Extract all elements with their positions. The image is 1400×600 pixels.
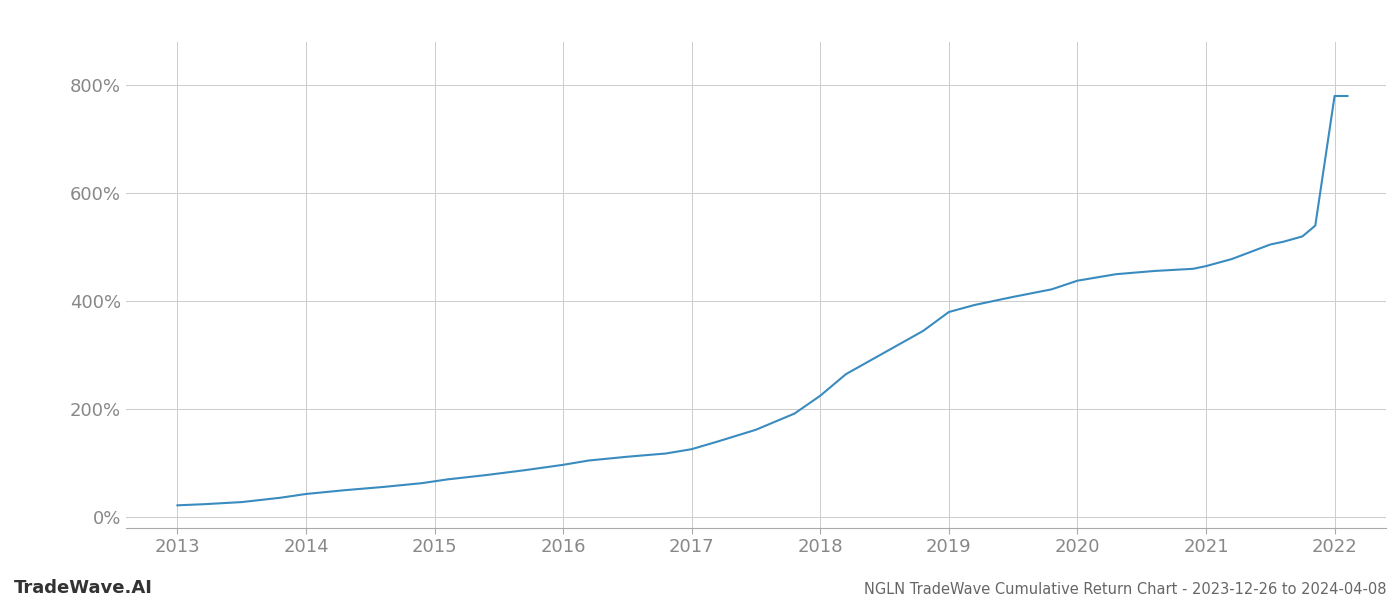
Text: TradeWave.AI: TradeWave.AI [14, 579, 153, 597]
Text: NGLN TradeWave Cumulative Return Chart - 2023-12-26 to 2024-04-08: NGLN TradeWave Cumulative Return Chart -… [864, 582, 1386, 597]
